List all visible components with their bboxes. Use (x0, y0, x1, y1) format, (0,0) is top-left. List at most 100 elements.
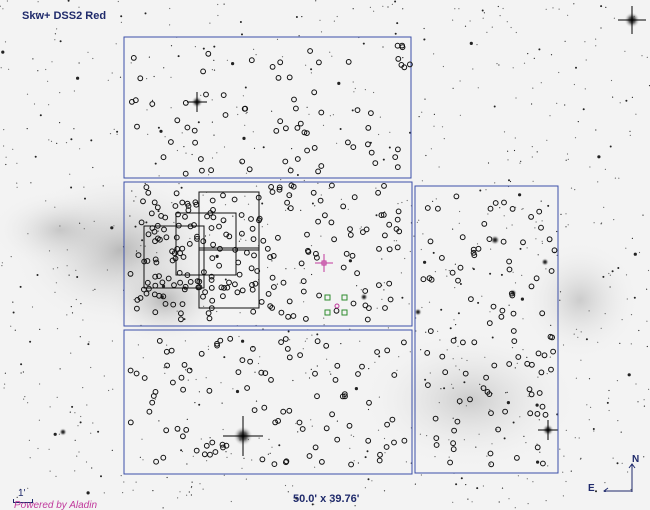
source-marker[interactable] (268, 184, 275, 190)
source-marker[interactable] (294, 156, 301, 162)
source-marker[interactable] (439, 353, 446, 360)
source-marker[interactable] (492, 200, 499, 206)
source-marker[interactable] (162, 301, 169, 307)
source-marker[interactable] (526, 386, 533, 393)
source-marker[interactable] (180, 254, 187, 260)
source-marker[interactable] (427, 238, 434, 245)
source-marker[interactable] (201, 451, 208, 458)
source-marker[interactable] (460, 339, 466, 346)
source-marker[interactable] (201, 269, 207, 276)
source-marker[interactable] (226, 279, 232, 286)
source-marker[interactable] (178, 310, 184, 317)
catalog-sources[interactable] (127, 42, 558, 468)
source-marker[interactable] (199, 167, 205, 174)
source-marker[interactable] (401, 64, 408, 71)
source-marker[interactable] (265, 291, 272, 297)
source-marker[interactable] (208, 225, 215, 231)
source-marker[interactable] (236, 271, 243, 278)
source-marker[interactable] (389, 416, 396, 423)
source-marker[interactable] (231, 196, 238, 203)
source-marker[interactable] (241, 105, 248, 112)
source-marker[interactable] (145, 231, 152, 238)
source-marker[interactable] (286, 354, 293, 361)
source-marker[interactable] (427, 328, 434, 335)
source-marker[interactable] (340, 264, 347, 271)
source-marker[interactable] (179, 199, 186, 206)
source-marker[interactable] (258, 299, 265, 305)
source-marker[interactable] (156, 273, 162, 280)
source-marker[interactable] (209, 297, 216, 304)
source-marker[interactable] (175, 211, 181, 218)
source-marker[interactable] (146, 408, 153, 415)
source-marker[interactable] (163, 427, 170, 434)
source-marker[interactable] (382, 305, 388, 311)
source-marker[interactable] (224, 284, 231, 291)
source-marker[interactable] (195, 284, 202, 291)
source-marker[interactable] (169, 248, 176, 255)
source-marker[interactable] (168, 347, 175, 354)
source-marker[interactable] (386, 246, 393, 253)
source-marker[interactable] (454, 418, 461, 425)
source-marker[interactable] (311, 89, 318, 96)
source-marker[interactable] (420, 276, 427, 283)
source-marker[interactable] (343, 250, 350, 257)
source-marker[interactable] (305, 249, 312, 255)
source-marker[interactable] (252, 280, 259, 287)
source-marker[interactable] (290, 313, 297, 319)
source-marker[interactable] (134, 297, 141, 303)
source-marker[interactable] (384, 347, 391, 354)
source-marker[interactable] (450, 440, 457, 447)
source-marker[interactable] (487, 450, 494, 457)
source-marker[interactable] (149, 399, 156, 406)
source-marker[interactable] (171, 282, 177, 289)
source-marker[interactable] (394, 42, 401, 49)
source-marker[interactable] (359, 363, 365, 370)
source-marker[interactable] (254, 268, 261, 274)
source-marker[interactable] (450, 446, 457, 453)
source-marker[interactable] (329, 182, 335, 189)
source-marker[interactable] (207, 451, 213, 458)
source-marker[interactable] (502, 408, 509, 415)
source-marker[interactable] (315, 218, 322, 225)
source-marker[interactable] (433, 435, 440, 442)
source-marker[interactable] (457, 264, 464, 271)
detector-field[interactable] (175, 212, 237, 276)
source-marker[interactable] (329, 411, 336, 418)
source-marker[interactable] (264, 245, 271, 252)
source-marker[interactable] (180, 386, 187, 393)
source-marker[interactable] (323, 425, 330, 432)
source-marker[interactable] (273, 128, 280, 134)
source-marker[interactable] (313, 250, 319, 257)
source-marker[interactable] (304, 147, 311, 154)
source-marker[interactable] (203, 442, 210, 449)
source-marker[interactable] (276, 186, 283, 193)
source-marker[interactable] (200, 293, 206, 300)
source-marker[interactable] (311, 145, 318, 151)
source-marker[interactable] (216, 262, 223, 269)
source-marker[interactable] (392, 154, 399, 161)
source-marker[interactable] (297, 120, 304, 127)
source-marker[interactable] (399, 44, 406, 51)
source-marker[interactable] (198, 156, 204, 162)
source-marker[interactable] (376, 457, 383, 464)
source-marker[interactable] (290, 183, 297, 190)
source-marker[interactable] (140, 198, 146, 205)
source-marker[interactable] (377, 451, 383, 458)
source-marker[interactable] (271, 461, 278, 468)
source-marker[interactable] (347, 232, 354, 238)
source-marker[interactable] (183, 427, 190, 433)
source-marker[interactable] (204, 213, 211, 220)
source-marker[interactable] (347, 226, 353, 233)
source-marker[interactable] (542, 411, 549, 418)
source-marker[interactable] (193, 201, 200, 208)
source-marker[interactable] (314, 254, 320, 261)
source-marker[interactable] (498, 313, 505, 320)
source-marker[interactable] (363, 226, 370, 233)
source-marker[interactable] (248, 57, 255, 64)
source-marker[interactable] (137, 75, 144, 82)
source-marker[interactable] (209, 439, 216, 446)
source-marker[interactable] (175, 222, 182, 229)
source-marker[interactable] (510, 328, 517, 334)
source-marker[interactable] (546, 236, 553, 243)
